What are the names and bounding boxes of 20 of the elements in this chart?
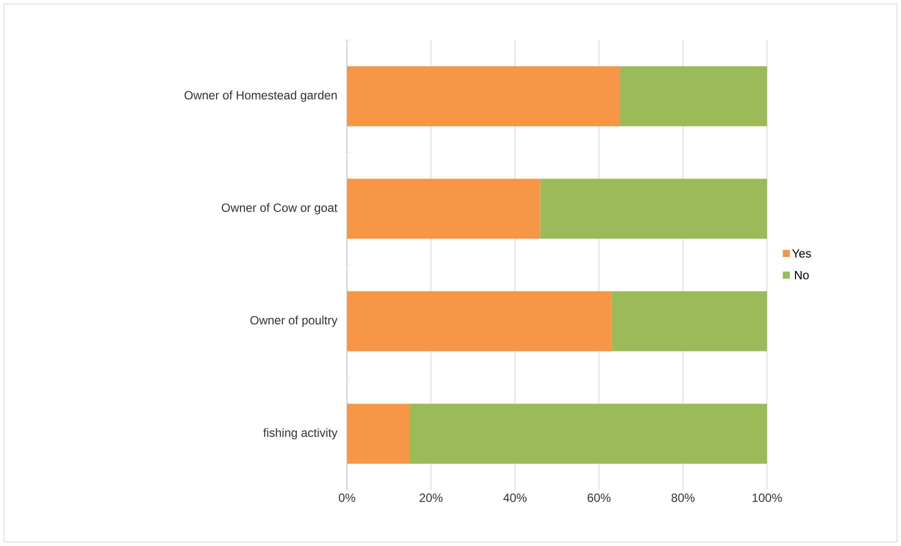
bar <box>347 66 620 126</box>
bar <box>612 291 768 352</box>
y-tick-label: Owner of Cow or goat <box>222 203 338 214</box>
x-tick-label: 80% <box>672 494 695 502</box>
y-tick-label: Owner of Homestead garden <box>184 90 337 102</box>
bar <box>620 66 768 126</box>
legend-label: Yes <box>792 249 811 258</box>
legend-label: No <box>794 270 809 280</box>
x-tick-label: 40% <box>503 494 527 502</box>
x-tick-label: 0% <box>338 494 356 502</box>
bar <box>540 178 768 239</box>
y-tick-label: fishing activity <box>263 428 338 440</box>
bar <box>410 404 768 464</box>
x-tick-label: 60% <box>588 494 611 502</box>
bar <box>347 404 410 464</box>
bar <box>347 178 540 239</box>
x-tick-label: 20% <box>420 494 443 502</box>
bar <box>347 291 612 352</box>
y-tick-label: Owner of poultry <box>250 316 338 327</box>
x-tick-label: 100% <box>752 494 782 502</box>
